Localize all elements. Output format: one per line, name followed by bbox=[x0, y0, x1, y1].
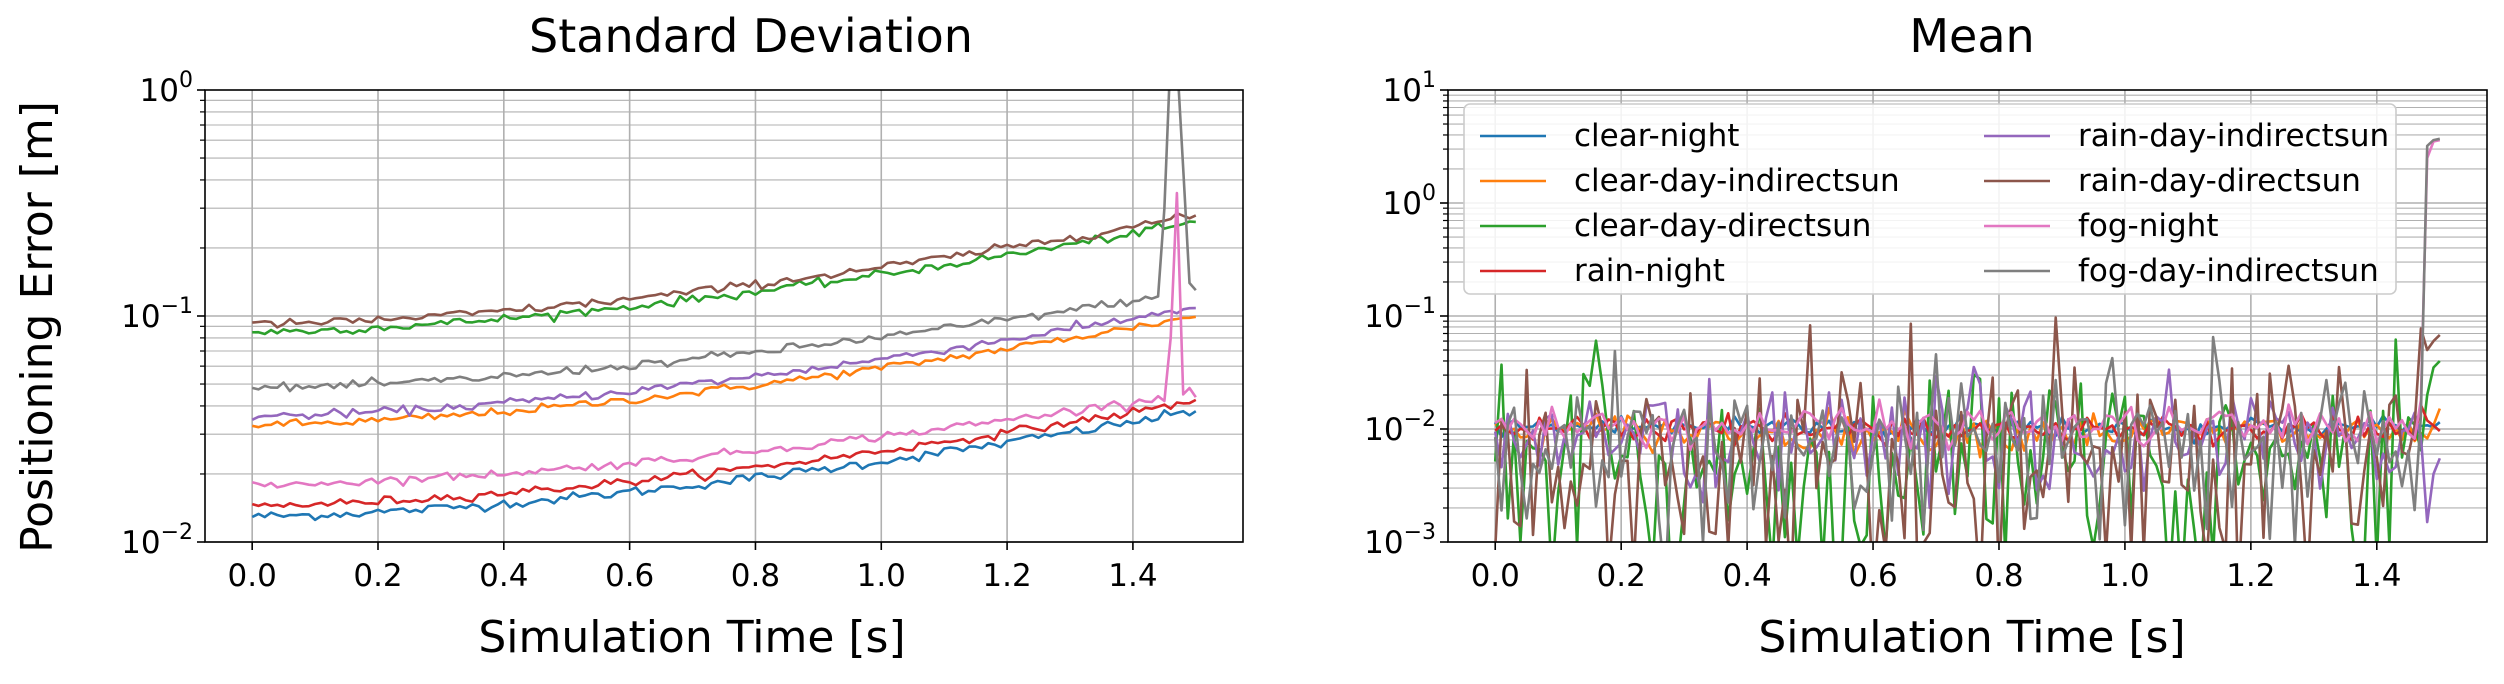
std-panel: Standard Deviation Simulation Time [s] 0… bbox=[121, 9, 1244, 663]
x-tick-label: 0.4 bbox=[1722, 558, 1771, 594]
x-tick-label: 0.2 bbox=[353, 558, 402, 594]
legend-label: fog-night bbox=[2078, 208, 2218, 244]
legend-box bbox=[1463, 103, 2397, 295]
legend-label: clear-night bbox=[1574, 118, 1739, 154]
std-title: Standard Deviation bbox=[529, 9, 973, 63]
y-tick-label: 10−2 bbox=[121, 520, 193, 561]
x-tick-label: 0.2 bbox=[1597, 558, 1646, 594]
y-tick-label: 100 bbox=[1383, 181, 1436, 222]
x-tick-label: 0.8 bbox=[1974, 558, 2023, 594]
mean-panel: Mean Simulation Time [s] 0.0 0.2 0.4 0.6 0.8… bbox=[1364, 9, 2488, 663]
mean-xlabel: Simulation Time [s] bbox=[1758, 612, 2185, 663]
series-fog-night bbox=[251, 191, 1197, 489]
grid bbox=[205, 90, 1243, 543]
legend: clear-night clear-day-indirectsun clear-da… bbox=[1463, 103, 2397, 295]
legend-label: clear-day-indirectsun bbox=[1574, 163, 1900, 199]
x-tick-label: 0.6 bbox=[605, 558, 654, 594]
x-tick-label: 0.6 bbox=[1848, 558, 1897, 594]
x-tick-label: 1.0 bbox=[857, 558, 906, 594]
series-rain-night bbox=[251, 398, 1197, 509]
series-lines bbox=[251, 90, 1197, 522]
legend-label: fog-day-indirectsun bbox=[2078, 253, 2379, 289]
x-tick-label: 0.8 bbox=[731, 558, 780, 594]
y-tick-label: 100 bbox=[140, 68, 193, 109]
y-tick-label: 10−2 bbox=[1364, 407, 1436, 448]
mean-title: Mean bbox=[1909, 9, 2034, 63]
x-tick-label: 1.2 bbox=[2226, 558, 2275, 594]
legend-label: rain-day-indirectsun bbox=[2078, 118, 2389, 154]
y-tick-label: 10−3 bbox=[1364, 520, 1436, 561]
series-fog-day-indirectsun bbox=[1493, 137, 2441, 542]
legend-label: rain-night bbox=[1574, 253, 1725, 289]
series-rain-day-indirectsun bbox=[251, 306, 1196, 421]
series-clear-night bbox=[251, 409, 1197, 522]
legend-label: clear-day-directsun bbox=[1574, 208, 1871, 244]
x-tick-label: 0.4 bbox=[479, 558, 528, 594]
x-tick-label: 0.0 bbox=[228, 558, 277, 594]
series-clear-day-indirectsun bbox=[1494, 406, 2442, 462]
series-clear-day-directsun bbox=[252, 220, 1196, 336]
x-tick-label: 0.0 bbox=[1471, 558, 1520, 594]
y-tick-label: 101 bbox=[1383, 68, 1436, 109]
series-fog-day-indirectsun bbox=[251, 90, 1197, 393]
series-lines bbox=[1493, 137, 2442, 542]
x-tick-label: 1.4 bbox=[1108, 558, 1157, 594]
y-tick-label: 10−1 bbox=[1364, 294, 1436, 335]
series-rain-day-indirectsun bbox=[1493, 365, 2442, 524]
y-tick-label: 10−1 bbox=[121, 294, 193, 335]
x-tick-label: 1.0 bbox=[2100, 558, 2149, 594]
x-tick-label: 1.4 bbox=[2352, 558, 2401, 594]
x-tick-label: 1.2 bbox=[982, 558, 1031, 594]
figure-ylabel: Positioning Error [m] bbox=[12, 101, 63, 553]
series-rain-day-directsun bbox=[252, 211, 1197, 329]
legend-label: rain-day-directsun bbox=[2078, 163, 2361, 199]
std-xlabel: Simulation Time [s] bbox=[478, 612, 905, 663]
